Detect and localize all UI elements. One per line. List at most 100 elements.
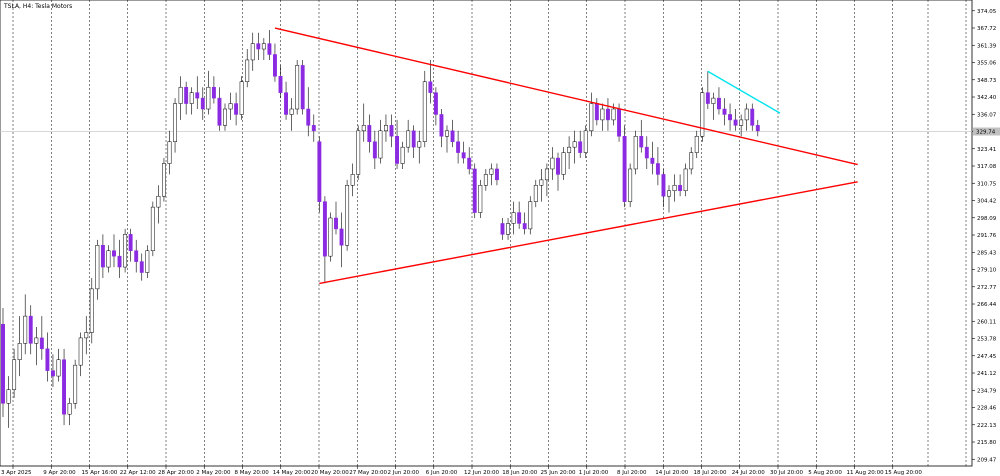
candle-bull: [550, 157, 555, 170]
candle-bear: [211, 86, 216, 99]
candle-bull: [289, 108, 294, 115]
y-tick-label: 285.43: [977, 250, 997, 256]
candle-bull: [700, 92, 705, 137]
candle-bear: [705, 92, 710, 104]
candle-bear: [733, 119, 738, 126]
candle-bull: [478, 185, 483, 213]
x-tick-label: 8 Jul 20:00: [617, 470, 647, 476]
candle-bear: [556, 157, 560, 175]
y-tick-label: 298.09: [977, 216, 997, 222]
y-tick-label: 253.78: [977, 337, 997, 343]
candle-bull: [78, 337, 83, 366]
candle-bull: [189, 92, 194, 104]
y-tick-label: 304.42: [977, 199, 996, 205]
y-tick-label: 215.80: [977, 440, 997, 446]
candle-bull: [567, 146, 572, 153]
candle-bear: [267, 43, 272, 55]
current-price-label: 329.74: [976, 130, 996, 136]
y-tick-label: 266.44: [977, 302, 997, 308]
candle-bull: [611, 108, 616, 121]
x-tick-label: 27 May 20:00: [349, 470, 387, 476]
x-tick-label: 9 Apr 20:00: [43, 470, 76, 476]
candle-bull: [561, 152, 566, 175]
y-tick-label: 336.07: [977, 112, 997, 118]
candle-bull: [572, 141, 577, 148]
candle-bull: [694, 136, 699, 153]
candle-bear: [284, 92, 289, 115]
candle-bull: [167, 141, 172, 164]
x-tick-label: 30 Jul 20:00: [770, 470, 803, 476]
candle-bull: [239, 81, 244, 115]
x-tick-label: 14 Jul 20:00: [655, 470, 688, 476]
candle-bull: [600, 108, 605, 121]
candle-bull: [539, 179, 544, 186]
y-tick-label: 272.77: [977, 285, 997, 291]
candle-bear: [495, 168, 499, 181]
candle-bear: [722, 108, 727, 115]
trendline-red[interactable]: [274, 27, 858, 166]
candle-bear: [411, 130, 416, 148]
chart-title: TSLA, H4: Tesla Motors: [3, 3, 72, 10]
candle-bear: [278, 76, 283, 93]
x-tick-label: 18 Jun 20:00: [502, 470, 537, 476]
candle-bear: [217, 97, 222, 126]
candle-bull: [261, 43, 266, 50]
candle-bear: [317, 141, 322, 202]
x-tick-label: 2 Jun 20:00: [388, 470, 420, 476]
trendline-red[interactable]: [319, 181, 858, 285]
candle-bear: [28, 315, 33, 344]
candle-bear: [256, 43, 261, 50]
candle-bull: [361, 125, 366, 132]
x-tick-label: 12 Jun 20:00: [464, 470, 499, 476]
y-tick-label: 241.12: [977, 371, 996, 377]
candle-bull: [350, 174, 355, 186]
plot-area: [0, 0, 973, 467]
candle-bear: [45, 348, 50, 371]
candle-bear: [655, 163, 660, 175]
candle-bear: [367, 125, 372, 142]
candle-bull: [589, 103, 594, 132]
candle-bear: [306, 108, 311, 126]
candle-bull: [56, 359, 61, 377]
trendline-cyan[interactable]: [707, 70, 781, 114]
candle-bull: [506, 223, 511, 235]
candle-bear: [1, 324, 5, 404]
current-price-box: [973, 127, 1000, 136]
x-tick-label: 24 Jul 20:00: [732, 470, 765, 476]
candle-bull: [106, 250, 111, 268]
candle-bear: [755, 125, 760, 132]
candle-bear: [450, 130, 455, 142]
x-tick-label: 6 Jun 20:00: [426, 470, 458, 476]
x-tick-label: 18 Jul 20:00: [694, 470, 727, 476]
x-tick-label: 5 Aug 20:00: [808, 470, 842, 476]
candle-bull: [633, 136, 638, 170]
x-tick-label: 3 Apr 2025: [1, 470, 32, 476]
candle-bull: [667, 190, 671, 197]
x-tick-label: 15 Apr 16:00: [82, 470, 118, 476]
candle-bull: [173, 103, 178, 142]
candle-bear: [750, 108, 755, 126]
candle-bull: [206, 86, 211, 110]
candle-bear: [428, 81, 433, 93]
candle-bear: [678, 185, 683, 192]
y-tick-label: 342.40: [977, 95, 997, 101]
x-tick-label: 25 Jun 20:00: [541, 470, 576, 476]
candle-bear: [728, 114, 732, 121]
candle-bear: [439, 114, 444, 137]
y-tick-label: 348.73: [977, 78, 997, 84]
candle-bull: [245, 59, 250, 83]
candle-bear: [234, 103, 239, 115]
candle-bear: [128, 234, 133, 251]
candle-bear: [100, 245, 105, 268]
y-tick-label: 374.05: [977, 9, 997, 15]
candle-bull: [73, 364, 78, 404]
candle-bull: [422, 81, 427, 142]
y-tick-label: 323.41: [977, 147, 996, 153]
y-tick-label: 291.76: [977, 233, 997, 239]
candle-bull: [223, 108, 227, 126]
trendlines: [274, 27, 858, 285]
candle-bull: [89, 288, 94, 333]
y-tick-label: 310.75: [977, 181, 997, 187]
candle-bear: [112, 250, 116, 257]
